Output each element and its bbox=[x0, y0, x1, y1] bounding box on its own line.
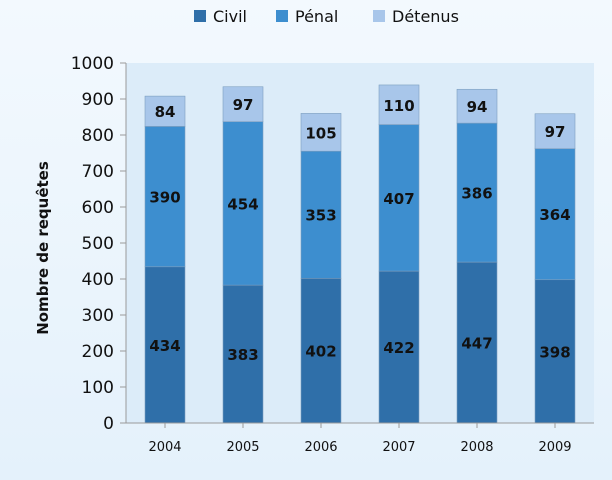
data-label: 97 bbox=[545, 123, 566, 141]
y-axis: 0 100 200 300 400 500 600 700 800 900 1000 bbox=[71, 54, 127, 434]
y-tick-label: 500 bbox=[82, 234, 114, 254]
y-tick-label: 400 bbox=[82, 270, 114, 290]
y-tick-label: 1000 bbox=[71, 54, 114, 74]
plot-area bbox=[126, 63, 594, 423]
data-label: 454 bbox=[227, 195, 258, 213]
legend: Civil Pénal Détenus bbox=[194, 7, 459, 26]
data-label: 398 bbox=[539, 343, 570, 361]
legend-label: Pénal bbox=[295, 7, 338, 26]
data-label: 364 bbox=[539, 206, 570, 224]
x-tick-label: 2004 bbox=[148, 440, 181, 455]
legend-swatch-civil bbox=[194, 10, 206, 22]
x-axis: 2004 2005 2006 2007 2008 2009 bbox=[126, 422, 594, 455]
bar-segment-civil-2006 bbox=[300, 277, 342, 424]
bar-segment-pénal-2005 bbox=[222, 121, 264, 286]
x-tick-label: 2009 bbox=[538, 440, 571, 455]
bars: 434 390 84 383 454 97 402 353 105 422 407 110 447 386… bbox=[144, 84, 576, 424]
data-label: 434 bbox=[149, 337, 180, 355]
data-label: 402 bbox=[305, 343, 336, 361]
legend-swatch-pénal bbox=[276, 10, 288, 22]
bar-segment-détenus-2007 bbox=[378, 84, 420, 125]
data-label: 390 bbox=[149, 189, 180, 207]
y-tick-label: 300 bbox=[82, 306, 114, 326]
x-tick-label: 2005 bbox=[226, 440, 259, 455]
data-label: 422 bbox=[383, 339, 414, 357]
y-tick-label: 800 bbox=[82, 126, 114, 146]
bar-segment-détenus-2009 bbox=[534, 113, 576, 149]
y-tick-label: 900 bbox=[82, 90, 114, 110]
x-tick-label: 2008 bbox=[460, 440, 493, 455]
x-tick-label: 2006 bbox=[304, 440, 337, 455]
y-tick-label: 200 bbox=[82, 342, 114, 362]
bar-segment-détenus-2004 bbox=[144, 95, 186, 127]
data-label: 353 bbox=[305, 207, 336, 225]
y-tick-label: 0 bbox=[103, 414, 114, 434]
data-label: 383 bbox=[227, 346, 258, 364]
data-label: 97 bbox=[233, 96, 254, 114]
data-label: 94 bbox=[467, 98, 488, 116]
y-tick-label: 600 bbox=[82, 198, 114, 218]
y-tick-label: 100 bbox=[82, 378, 114, 398]
legend-swatch-détenus bbox=[373, 10, 385, 22]
data-label: 110 bbox=[383, 97, 414, 115]
bar-segment-pénal-2008 bbox=[456, 122, 498, 263]
bar-segment-pénal-2007 bbox=[378, 124, 420, 272]
data-label: 386 bbox=[461, 185, 492, 203]
x-tick-label: 2007 bbox=[382, 440, 415, 455]
bar-segment-civil-2004 bbox=[144, 266, 186, 424]
bar-segment-pénal-2009 bbox=[534, 148, 576, 281]
y-axis-title: Nombre de requêtes bbox=[34, 161, 52, 335]
data-label: 447 bbox=[461, 335, 492, 353]
bar-segment-détenus-2006 bbox=[300, 113, 342, 152]
bar-segment-pénal-2006 bbox=[300, 150, 342, 279]
data-label: 105 bbox=[305, 124, 336, 142]
legend-label: Détenus bbox=[392, 7, 459, 26]
bar-segment-civil-2005 bbox=[222, 284, 264, 424]
legend-label: Civil bbox=[213, 7, 247, 26]
data-label: 84 bbox=[155, 103, 176, 121]
bar-segment-détenus-2005 bbox=[222, 86, 264, 122]
data-label: 407 bbox=[383, 190, 414, 208]
bar-segment-civil-2008 bbox=[456, 261, 498, 424]
bar-segment-civil-2009 bbox=[534, 279, 576, 424]
y-tick-label: 700 bbox=[82, 162, 114, 182]
bar-segment-détenus-2008 bbox=[456, 88, 498, 124]
